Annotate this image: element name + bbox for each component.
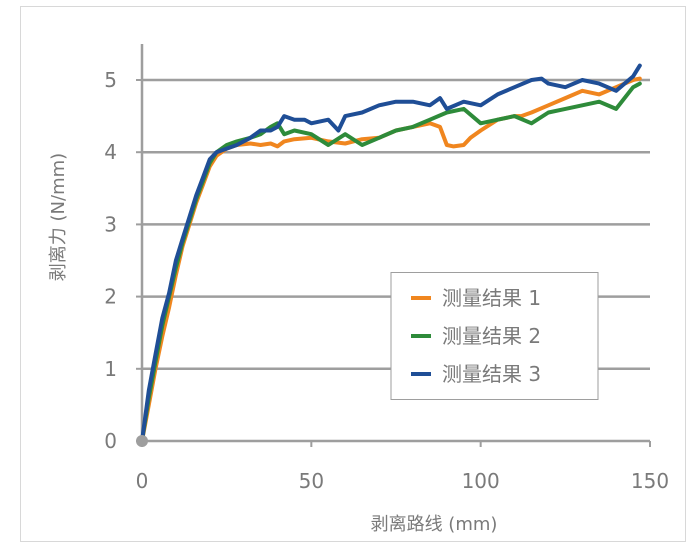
y-tick-label-2: 2 (104, 285, 117, 309)
origin-marker-group (136, 435, 148, 447)
origin-marker (136, 435, 148, 447)
y-axis-label: 剥离力 (N/mm) (48, 153, 69, 281)
legend-label-3: 测量结果 3 (442, 362, 541, 386)
x-tick-label-0: 0 (136, 469, 149, 493)
legend-items: 测量结果 1 测量结果 2 测量结果 3 (411, 286, 541, 386)
x-tick-label-150: 150 (631, 469, 669, 493)
y-tick-label-3: 3 (104, 212, 117, 236)
legend-label-1: 测量结果 1 (442, 286, 541, 310)
y-tick-label-5: 5 (104, 68, 117, 92)
data-series (140, 63, 642, 443)
y-tick-label-4: 4 (104, 140, 117, 164)
x-tick-label-100: 100 (462, 469, 500, 493)
x-axis-label: 剥离路线 (mm) (371, 514, 498, 535)
x-tick-label-50: 50 (299, 469, 324, 493)
axes (136, 44, 651, 447)
legend-label-2: 测量结果 2 (442, 324, 541, 348)
y-tick-label-0: 0 (104, 429, 117, 453)
legend: 测量结果 1 测量结果 2 测量结果 3 (390, 272, 599, 400)
series-line-3 (140, 63, 642, 443)
chart-border (20, 6, 686, 542)
y-tick-label-1: 1 (104, 357, 117, 381)
